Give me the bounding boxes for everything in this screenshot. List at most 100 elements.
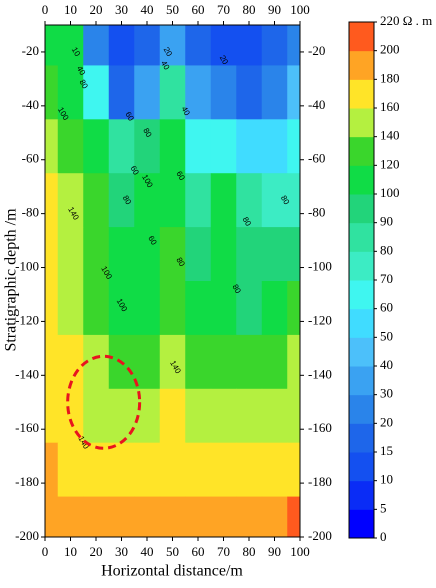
y-tick-label: -60 [308,151,325,166]
contour-cell [261,334,288,390]
contour-cell [287,65,301,120]
contour-cell [210,25,237,66]
y-tick-label: -80 [308,205,325,220]
colorbar-swatch [349,509,374,539]
y-tick-label: -80 [22,205,39,220]
contour-cell [287,25,301,66]
colorbar-swatch [349,136,374,166]
contour-cell [57,334,84,390]
contour-cell [159,388,186,444]
contour-cell [210,496,237,538]
contour-cell [83,173,110,228]
x-tick-label: 30 [115,2,128,17]
y-tick-label: -40 [22,97,39,112]
contour-cell [236,496,263,538]
contour-cell [287,281,301,336]
colorbar-swatch [349,308,374,338]
y-tick-label: -20 [308,43,325,58]
x-tick-label: 10 [64,2,77,17]
contour-cell [108,281,135,336]
contour-cell [261,227,288,282]
x-tick-label: 30 [115,544,128,559]
colorbar-tick-label: 160 [380,99,400,114]
y-tick-label: -100 [308,259,332,274]
contour-cell [134,65,161,120]
colorbar-swatch [349,480,374,510]
contour-cell [185,334,212,390]
x-tick-label: 60 [192,2,205,17]
contour-cell [159,25,186,66]
contour-cell [210,442,237,498]
y-tick-label: -200 [308,528,332,543]
contour-cell [159,227,186,282]
colorbar-tick-label: 30 [380,386,393,401]
contour-cell [134,119,161,174]
contour-cell [185,496,212,538]
contour-cell [134,25,161,66]
colorbar-tick-label: 5 [380,500,387,515]
y-tick-label: -100 [15,259,39,274]
x-tick-label: 20 [90,2,103,17]
contour-cell [261,119,288,174]
y-tick-label: -60 [22,151,39,166]
contour-cell [83,281,110,336]
contour-cell [185,65,212,120]
contour-cell [210,281,237,336]
contour-cell [57,65,84,120]
contour-cell [159,65,186,120]
x-tick-label: 20 [90,544,103,559]
colorbar-tick-label: 100 [380,185,400,200]
contour-cell [159,281,186,336]
contour-cell [108,496,135,538]
contour-cell [210,388,237,444]
contour-cell [83,496,110,538]
contour-cell [236,334,263,390]
contour-cell [108,388,135,444]
contour-cell [236,227,263,282]
colorbar-swatch [349,79,374,109]
colorbar-tick-label: 40 [380,357,393,372]
y-tick-label: -140 [308,366,332,381]
contour-cell [236,119,263,174]
contour-cell [45,227,59,282]
contour-cell [210,65,237,120]
contour-cell [57,25,84,66]
contour-cell [159,173,186,228]
contour-cell [261,388,288,444]
contour-cell [45,65,59,120]
x-tick-label: 60 [192,544,205,559]
x-tick-label: 100 [290,2,310,17]
contour-cell [108,65,135,120]
contour-cell [45,119,59,174]
colorbar-tick-label: 140 [380,128,400,143]
contour-cell [108,227,135,282]
contour-cell [236,388,263,444]
contour-cell [261,281,288,336]
colorbar-tick-label: 70 [380,271,393,286]
contour-cell [57,119,84,174]
colorbar-swatch [349,194,374,224]
contour-cell [236,442,263,498]
contour-cell [287,388,301,444]
colorbar-tick-label: 20 [380,414,393,429]
contour-cell [287,173,301,228]
contour-cell [185,173,212,228]
contour-cell [210,119,237,174]
contour-cell [57,442,84,498]
contour-cell [108,442,135,498]
y-tick-label: -40 [308,97,325,112]
highlight-ellipse [66,354,142,450]
contour-cell [236,281,263,336]
x-tick-label: 70 [217,2,230,17]
contour-cell [159,442,186,498]
contour-cell [45,25,59,66]
contour-cell [45,173,59,228]
contour-cell [159,119,186,174]
contour-cell [287,442,301,498]
colorbar-tick-label: 50 [380,328,393,343]
contour-cell [210,227,237,282]
contour-cell [57,227,84,282]
contour-cell [159,334,186,390]
y-tick-label: -120 [308,312,332,327]
contour-cell [185,388,212,444]
